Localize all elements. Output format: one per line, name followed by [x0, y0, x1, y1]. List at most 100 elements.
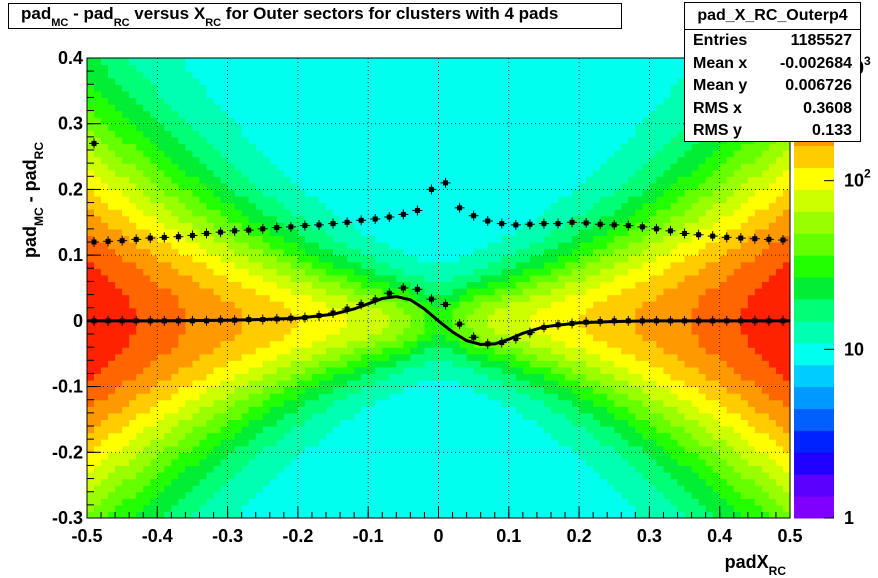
heatmap-cell [297, 504, 306, 513]
heatmap-cell [311, 182, 320, 191]
heatmap-cell [480, 143, 489, 151]
heatmap-cell [508, 77, 517, 85]
heatmap-cell [122, 255, 130, 263]
heatmap-cell [136, 419, 144, 427]
heatmap-cell [579, 110, 587, 118]
heatmap-cell [248, 380, 257, 388]
heatmap-cell [115, 228, 123, 237]
heatmap-cell [403, 196, 411, 204]
heatmap-cell [558, 90, 566, 99]
heatmap-cell [136, 228, 144, 237]
heatmap-cell [143, 472, 151, 480]
heatmap-cell [501, 406, 510, 414]
heatmap-cell [558, 294, 566, 302]
heatmap-cell [234, 426, 243, 434]
heatmap-cell [283, 386, 292, 394]
heatmap-cell [424, 281, 433, 289]
heatmap-cell [501, 209, 510, 217]
heatmap-cell [375, 163, 383, 171]
heatmap-cell [466, 498, 475, 506]
heatmap-cell [522, 104, 531, 112]
heatmap-cell [122, 130, 130, 138]
heatmap-cell [550, 150, 559, 158]
heatmap-cell [508, 314, 517, 322]
heatmap-cell [129, 189, 137, 197]
heatmap-cell [122, 301, 130, 309]
heatmap-cell [382, 209, 390, 217]
heatmap-cell [459, 412, 468, 421]
heatmap-cell [213, 274, 222, 283]
heatmap-cell [185, 169, 194, 177]
heatmap-cell [572, 255, 580, 263]
heatmap-cell [550, 294, 559, 302]
heatmap-cell [459, 77, 468, 85]
heatmap-cell [206, 58, 215, 66]
heatmap-cell [283, 485, 292, 493]
heatmap-cell [445, 445, 454, 453]
heatmap-cell [375, 261, 383, 269]
heatmap-cell [543, 366, 552, 375]
heatmap-cell [108, 458, 116, 467]
heatmap-cell [354, 110, 362, 118]
heatmap-cell [150, 366, 158, 375]
heatmap-cell [150, 380, 158, 388]
heatmap-cell [431, 143, 440, 151]
heatmap-cell [361, 445, 369, 453]
heatmap-cell [108, 327, 116, 335]
heatmap-cell [361, 465, 369, 473]
heatmap-cell [565, 314, 573, 322]
heatmap-cell [403, 320, 411, 329]
heatmap-cell [129, 242, 137, 250]
heatmap-cell [438, 485, 447, 493]
heatmap-cell [164, 412, 172, 421]
heatmap-cell [333, 373, 341, 381]
heatmap-cell [487, 104, 496, 112]
heatmap-cell [101, 465, 109, 473]
heatmap-cell [543, 320, 552, 329]
heatmap-cell [550, 485, 559, 493]
heatmap-cell [269, 393, 278, 401]
heatmap-cell [326, 110, 334, 118]
heatmap-cell [565, 189, 573, 197]
heatmap-cell [326, 123, 334, 131]
heatmap-cell [424, 110, 433, 118]
heatmap-cell [347, 215, 355, 223]
heatmap-cell [565, 294, 573, 302]
heatmap-cell [269, 222, 278, 230]
heatmap-cell [234, 169, 243, 177]
heatmap-cell [248, 117, 257, 125]
heatmap-cell [136, 498, 144, 506]
heatmap-cell [178, 202, 187, 210]
heatmap-cell [94, 150, 102, 158]
heatmap-cell [304, 130, 313, 138]
heatmap-cell [185, 90, 194, 99]
heatmap-cell [572, 294, 580, 302]
heatmap-cell [220, 380, 229, 388]
heatmap-cell [389, 130, 397, 138]
heatmap-cell [311, 248, 320, 256]
heatmap-cell [304, 288, 313, 296]
heatmap-cell [157, 498, 165, 506]
heatmap-cell [361, 426, 369, 434]
heatmap-cell [206, 261, 215, 269]
heatmap-cell [206, 445, 215, 453]
heatmap-cell [487, 215, 496, 223]
heatmap-cell [276, 84, 285, 92]
heatmap-cell [185, 268, 194, 276]
heatmap-cell [487, 169, 496, 177]
heatmap-cell [368, 458, 376, 467]
heatmap-cell [220, 406, 229, 414]
heatmap-cell [501, 64, 510, 72]
heatmap-cell [115, 261, 123, 269]
heatmap-cell [382, 458, 390, 467]
heatmap-cell [579, 255, 587, 263]
heatmap-cell [417, 97, 426, 105]
heatmap-cell [452, 209, 461, 217]
heatmap-cell [445, 71, 454, 79]
heatmap-cell [101, 77, 109, 85]
heatmap-cell [94, 235, 102, 243]
heatmap-cell [340, 380, 348, 388]
heatmap-cell [572, 117, 580, 125]
heatmap-cell [375, 511, 383, 518]
heatmap-cell [459, 340, 468, 348]
